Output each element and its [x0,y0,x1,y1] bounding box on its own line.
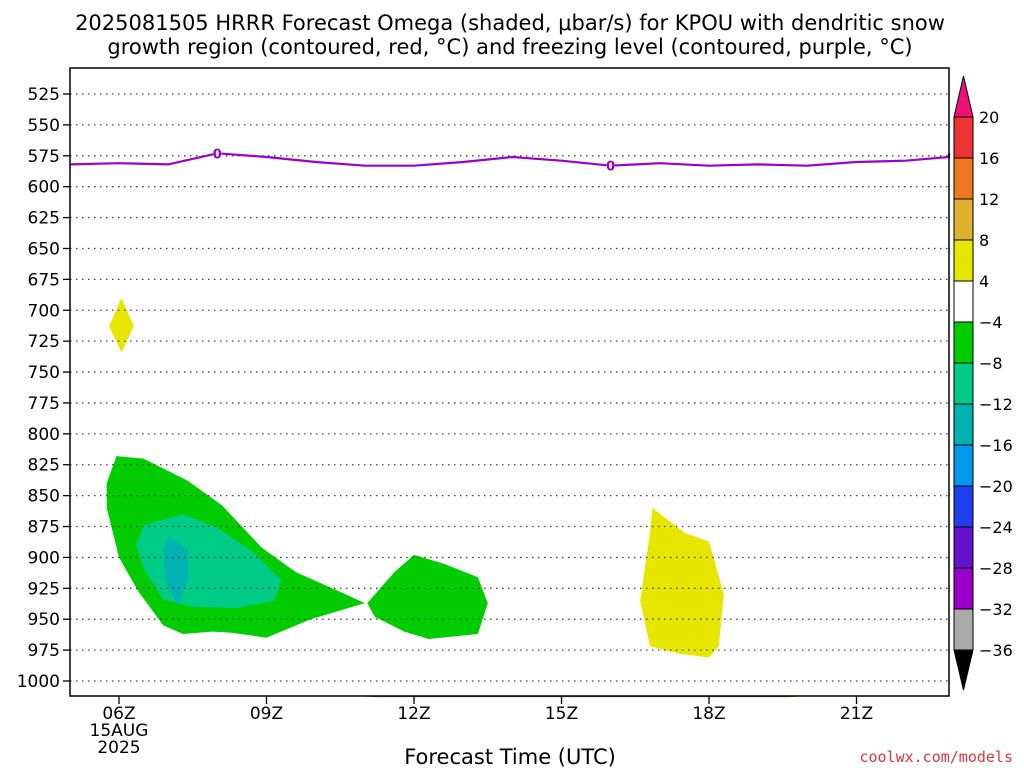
freezing-level-label: 0 [606,160,615,175]
y-tick-label: 975 [28,641,60,661]
x-tick-label: 15Z [545,704,578,724]
y-tick-label: 700 [28,301,60,321]
plot-frame [69,67,950,697]
colorbar-bin [953,608,974,651]
colorbar-bin [953,239,974,282]
colorbar-bin [953,567,974,610]
colorbar-bin [953,116,974,159]
colorbar: 20 16 12 8 4 −4 −8 −12 −16 −20 −24 −28 −32 −36 [953,75,1013,691]
colorbar-tick-label: −36 [979,641,1013,660]
y-tick-label: 800 [28,425,60,445]
colorbar-tick-label: 20 [979,108,999,127]
omega-region-lift-12z [367,554,488,639]
colorbar-tick-label: −12 [979,395,1013,414]
colorbar-tick-label: −20 [979,477,1013,496]
colorbar-tick-label: −28 [979,559,1013,578]
colorbar-bin [953,526,974,569]
x-tick-label: 09Z [250,704,283,724]
colorbar-tick-label: −16 [979,436,1013,455]
y-tick-label: 550 [28,116,60,136]
y-tick-label: 750 [28,363,60,383]
colorbar-tick-label: −24 [979,518,1013,537]
colorbar-bin [953,198,974,241]
colorbar-top-arrow [953,75,974,118]
x-axis: 06Z 09Z 12Z 15Z 18Z 21Z [102,696,873,724]
colorbar-bin [953,157,974,200]
y-tick-label: 650 [28,239,60,259]
colorbar-bin [953,321,974,364]
y-tick-label: 1000 [17,672,60,692]
date-day-label: 15AUG [90,721,149,741]
y-tick-label: 775 [28,394,60,414]
colorbar-tick-label: 16 [979,149,999,168]
colorbar-bin [953,362,974,405]
colorbar-tick-label: −4 [979,313,1003,332]
freezing-level-layer: 00 [69,147,951,175]
y-tick-label: 725 [28,332,60,352]
y-tick-label: 900 [28,548,60,568]
colorbar-tick-label: −8 [979,354,1003,373]
x-tick-label: 12Z [397,704,430,724]
freezing-level-label: 0 [213,147,222,162]
x-axis-title: Forecast Time (UTC) [404,745,616,768]
y-tick-label: 600 [28,178,60,198]
colorbar-bin [953,403,974,446]
y-tick-label: 925 [28,579,60,599]
chart-title-line2: growth region (contoured, red, °C) and f… [107,35,912,59]
y-axis: 525 550 575 600 625 650 675 700 725 750 775 800 825 8… [17,85,70,692]
credit-link[interactable]: coolwx.com/models [859,748,1013,766]
y-tick-label: 950 [28,610,60,630]
chart-title-line1: 2025081505 HRRR Forecast Omega (shaded, … [75,11,945,35]
omega-region-sink-17z [640,508,724,658]
colorbar-bin [953,280,974,323]
colorbar-bin [953,444,974,487]
colorbar-tick-label: −32 [979,600,1013,619]
freezing-label-bg [606,159,615,172]
y-tick-label: 850 [28,487,60,507]
colorbar-tick-label: 8 [979,231,989,250]
omega-shading-layer [106,297,724,658]
omega-region-lift-6z-core [163,536,188,606]
y-tick-label: 575 [28,147,60,167]
gridlines [70,93,949,682]
omega-region-sink-6z [109,297,134,353]
date-year-label: 2025 [97,738,140,758]
freezing-level-line [69,152,951,167]
colorbar-bottom-arrow [953,649,974,691]
colorbar-tick-label: 4 [979,272,989,291]
y-tick-label: 675 [28,270,60,290]
colorbar-tick-label: 12 [979,190,999,209]
x-tick-label: 06Z [102,704,135,724]
y-tick-label: 825 [28,456,60,476]
y-tick-label: 625 [28,209,60,229]
y-tick-label: 875 [28,518,60,538]
x-tick-label: 18Z [692,704,725,724]
colorbar-bin [953,485,974,528]
y-tick-label: 525 [28,85,60,105]
freezing-label-bg [213,147,222,160]
x-tick-label: 21Z [840,704,873,724]
